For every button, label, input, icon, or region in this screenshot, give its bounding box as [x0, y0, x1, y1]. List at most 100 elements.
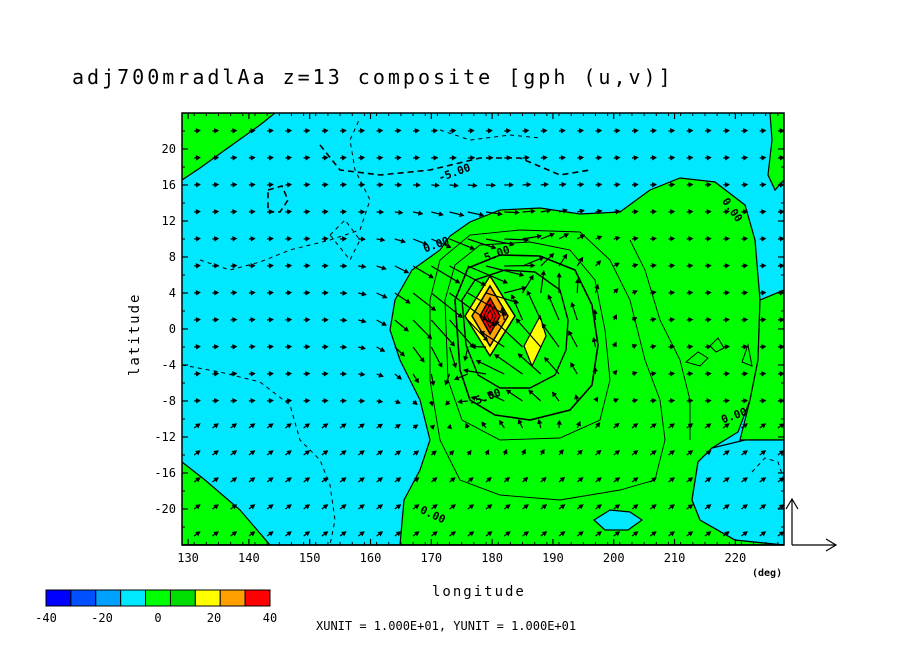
wind-arrowhead	[651, 263, 657, 269]
wind-arrowhead	[669, 344, 676, 350]
wind-arrowhead	[377, 531, 384, 537]
wind-arrowhead	[286, 531, 292, 537]
wind-arrowhead	[305, 263, 311, 269]
wind-arrowhead	[322, 531, 329, 537]
wind-arrowhead	[213, 504, 219, 510]
wind-arrowhead	[378, 398, 384, 404]
wind-arrowhead	[463, 355, 469, 362]
wind-arrowhead	[305, 398, 311, 404]
wind-arrow	[511, 294, 524, 321]
colorbar-tick-label: 20	[207, 611, 221, 625]
wind-arrowhead	[524, 155, 530, 161]
wind-arrow	[516, 318, 542, 348]
wind-arrowhead	[615, 182, 621, 188]
wind-arrowhead	[412, 424, 419, 430]
wind-arrowhead	[568, 330, 573, 336]
wind-arrowhead	[359, 423, 365, 429]
wind-arrowhead	[743, 290, 749, 296]
wind-arrowhead	[323, 398, 329, 404]
wind-arrow	[464, 369, 487, 375]
wind-arrowhead	[615, 128, 621, 134]
wind-arrowhead	[195, 450, 201, 456]
wind-arrowhead	[578, 256, 584, 263]
x-tick-label: 190	[542, 551, 564, 565]
wind-arrowhead	[268, 504, 274, 510]
wind-arrowhead	[395, 504, 402, 510]
x-tick-label: 180	[481, 551, 503, 565]
wind-arrowhead	[377, 477, 384, 483]
wind-arrowhead	[470, 155, 476, 161]
wind-arrowhead	[669, 477, 675, 483]
wind-arrowhead	[575, 420, 581, 427]
pos-contour-3	[454, 254, 599, 421]
wind-arrowhead	[490, 244, 497, 250]
wind-arrowhead	[614, 422, 620, 428]
wind-arrowhead	[231, 504, 238, 510]
wind-arrowhead	[488, 155, 494, 161]
wind-arrowhead	[323, 236, 329, 242]
wind-arrowhead	[633, 182, 639, 188]
wind-arrowhead	[760, 477, 767, 483]
wind-arrow	[480, 331, 505, 348]
wind-arrowhead	[360, 209, 366, 215]
wind-arrowhead	[322, 450, 329, 456]
wind-arrowhead	[706, 155, 712, 161]
wind-arrowhead	[724, 371, 730, 377]
wind-arrowhead	[470, 343, 476, 350]
wind-arrowhead	[706, 209, 712, 215]
wind-arrow	[430, 319, 455, 346]
wind-arrowhead	[286, 423, 292, 429]
wind-arrowhead	[444, 380, 450, 386]
wind-arrowhead	[232, 236, 238, 242]
wind-arrowhead	[651, 531, 657, 537]
wind-arrowhead	[651, 182, 657, 188]
wind-arrow	[526, 291, 542, 321]
wind-arrowhead	[779, 155, 784, 161]
wind-arrowhead	[268, 128, 274, 134]
wind-arrowhead	[481, 315, 488, 321]
wind-arrowhead	[761, 290, 767, 296]
wind-arrowhead	[360, 371, 366, 377]
wind-arrowhead	[522, 476, 529, 483]
x-tick-label: 200	[603, 551, 625, 565]
wind-arrowhead	[743, 236, 749, 242]
wind-arrowhead	[195, 128, 201, 134]
wind-arrowhead	[472, 182, 478, 189]
wind-arrowhead	[596, 531, 603, 537]
wind-arrowhead	[249, 423, 256, 429]
wind-arrowhead	[509, 241, 515, 247]
wind-arrowhead	[559, 477, 566, 483]
wind-arrow	[485, 238, 514, 246]
wind-arrowhead	[286, 504, 292, 510]
wind-arrowhead	[305, 182, 311, 188]
wind-arrowhead	[305, 290, 311, 296]
colorbar: -40 -20 0 20 40	[35, 589, 277, 625]
wind-arrowhead	[743, 182, 749, 188]
wind-arrowhead	[761, 128, 767, 134]
wind-arrowhead	[706, 236, 712, 242]
wind-arrowhead	[468, 477, 474, 483]
wind-arrowhead	[214, 371, 220, 377]
wind-arrowhead	[559, 531, 566, 537]
wind-arrowhead	[614, 531, 621, 537]
wind-arrow	[412, 265, 434, 279]
wind-arrowhead	[546, 208, 552, 214]
wind-arrowhead	[437, 362, 443, 368]
wind-arrowhead	[593, 396, 599, 403]
wind-arrowhead	[614, 477, 621, 483]
wind-arrowhead	[250, 344, 256, 350]
y-tick-label: 16	[162, 178, 176, 192]
wind-arrowhead	[562, 208, 568, 214]
wind-arrowhead	[286, 344, 293, 350]
pos-contour-5	[629, 239, 691, 440]
wind-arrowhead	[396, 374, 402, 380]
wind-arrowhead	[518, 271, 525, 278]
colorbar-swatch	[145, 589, 171, 607]
wind-arrow	[467, 292, 506, 316]
wind-arrowhead	[342, 236, 348, 242]
wind-arrowhead	[377, 450, 384, 456]
wind-arrowhead	[688, 155, 694, 161]
wind-arrowhead	[688, 182, 694, 188]
wind-arrowhead	[651, 236, 657, 242]
wind-arrowhead	[451, 155, 457, 161]
